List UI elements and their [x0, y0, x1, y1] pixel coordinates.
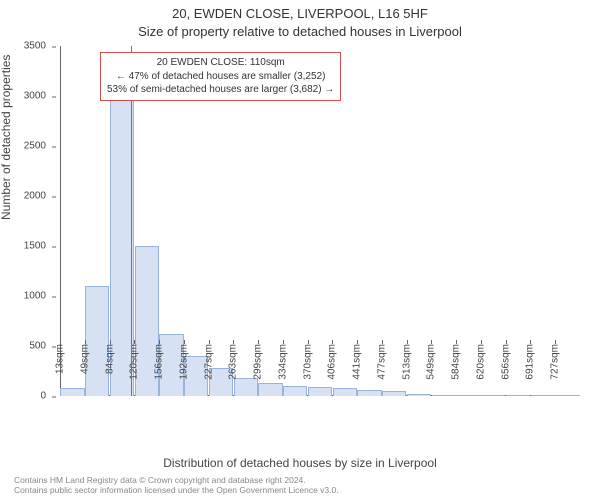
chart-plot-area: 0500100015002000250030003500 13sqm49sqm8…: [60, 46, 580, 396]
x-tick-label: 49sqm: [79, 344, 90, 374]
x-tick-label: 441sqm: [352, 344, 363, 380]
x-tick-label: 656sqm: [500, 344, 511, 380]
x-axis-label: Distribution of detached houses by size …: [0, 456, 600, 470]
x-tick-label: 549sqm: [426, 344, 437, 380]
x-tick-label: 691sqm: [525, 344, 536, 380]
callout-line-1: 20 EWDEN CLOSE: 110sqm: [107, 56, 334, 70]
x-tick-label: 334sqm: [277, 344, 288, 380]
y-tick: 1500: [24, 241, 52, 252]
property-callout-box: 20 EWDEN CLOSE: 110sqm ← 47% of detached…: [100, 52, 341, 101]
x-tick-label: 513sqm: [401, 344, 412, 380]
x-tick-label: 584sqm: [451, 344, 462, 380]
y-tick: 2000: [24, 191, 52, 202]
x-tick-label: 620sqm: [475, 344, 486, 380]
y-tick: 3000: [24, 91, 52, 102]
y-tick: 2500: [24, 141, 52, 152]
x-tick-label: 84sqm: [104, 344, 115, 374]
callout-line-3: 53% of semi-detached houses are larger (…: [107, 83, 334, 97]
x-tick-label: 13sqm: [55, 344, 66, 374]
y-axis-label: Number of detached properties: [0, 55, 13, 220]
credits-line-1: Contains HM Land Registry data © Crown c…: [14, 475, 586, 486]
page-title-address: 20, EWDEN CLOSE, LIVERPOOL, L16 5HF: [0, 6, 600, 21]
x-axis-ticks: 13sqm49sqm84sqm120sqm156sqm192sqm227sqm2…: [60, 344, 580, 404]
x-tick-label: 477sqm: [376, 344, 387, 380]
y-tick: 0: [40, 391, 52, 402]
y-tick: 3500: [24, 41, 52, 52]
x-tick-label: 192sqm: [178, 344, 189, 380]
credits-block: Contains HM Land Registry data © Crown c…: [14, 475, 586, 496]
x-tick-label: 156sqm: [154, 344, 165, 380]
y-tick: 500: [29, 341, 52, 352]
credits-line-2: Contains public sector information licen…: [14, 485, 586, 496]
x-tick-label: 406sqm: [327, 344, 338, 380]
x-tick-label: 299sqm: [253, 344, 264, 380]
page-root: 20, EWDEN CLOSE, LIVERPOOL, L16 5HF Size…: [0, 0, 600, 500]
y-tick: 1000: [24, 291, 52, 302]
page-subtitle: Size of property relative to detached ho…: [0, 24, 600, 39]
x-tick-label: 370sqm: [302, 344, 313, 380]
x-tick-label: 263sqm: [228, 344, 239, 380]
x-tick-label: 727sqm: [550, 344, 561, 380]
x-tick-label: 227sqm: [203, 344, 214, 380]
callout-line-2: ← 47% of detached houses are smaller (3,…: [107, 70, 334, 84]
